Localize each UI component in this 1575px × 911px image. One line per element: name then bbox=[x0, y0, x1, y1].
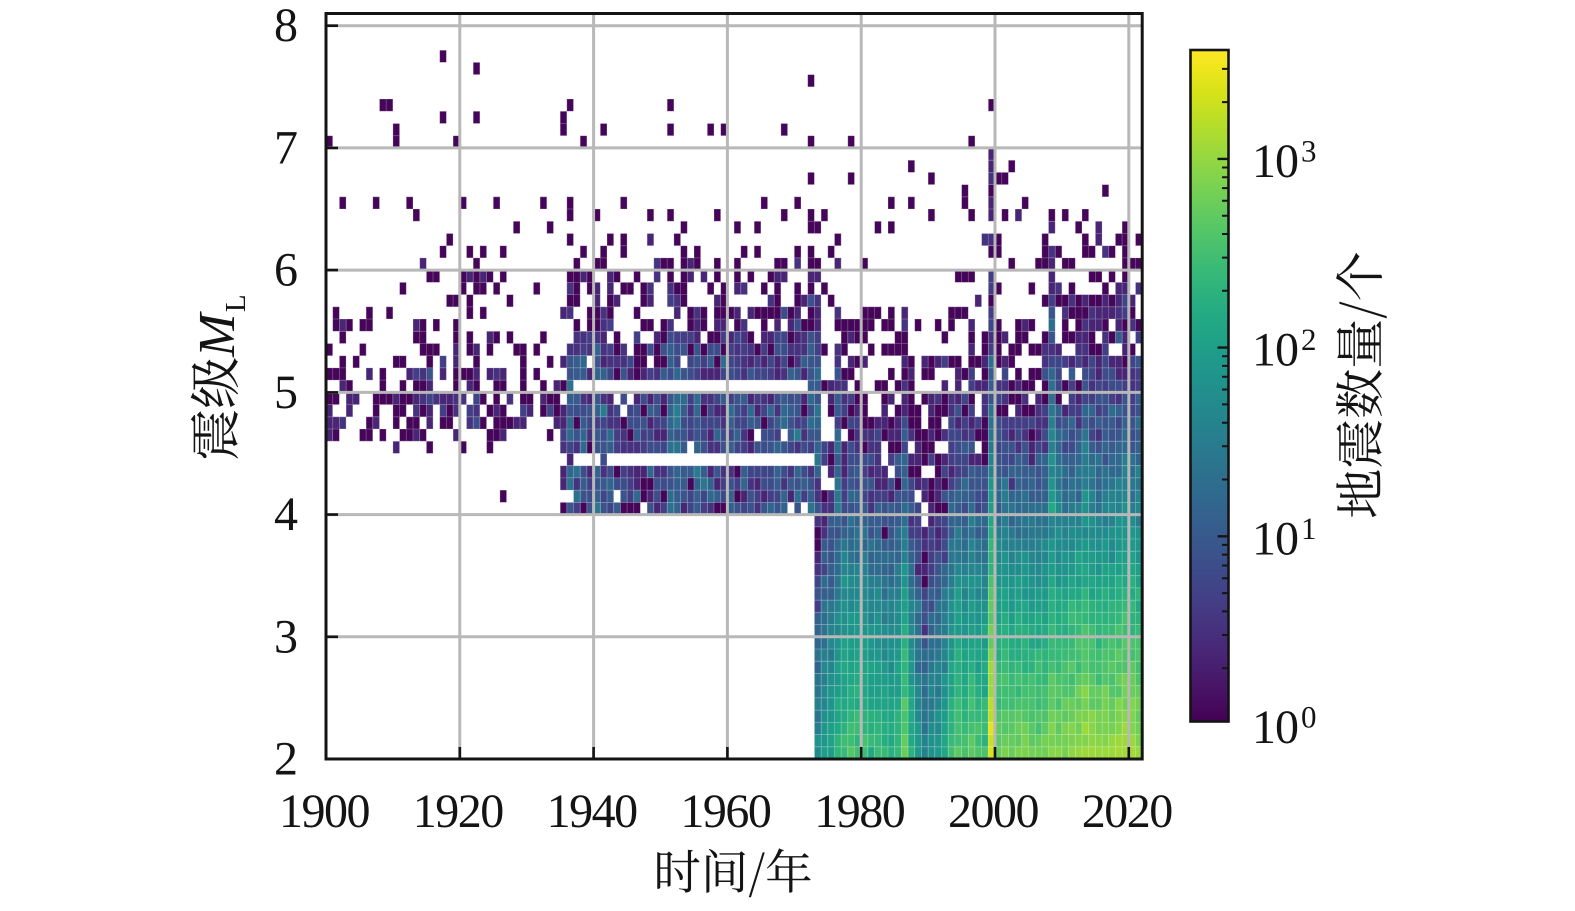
svg-text:1980: 1980 bbox=[814, 785, 905, 838]
svg-text:2: 2 bbox=[274, 733, 298, 786]
svg-text:7: 7 bbox=[274, 121, 298, 174]
svg-text:1920: 1920 bbox=[413, 785, 504, 838]
svg-text:8: 8 bbox=[274, 0, 298, 52]
svg-text:0: 0 bbox=[1301, 700, 1317, 735]
svg-text:2000: 2000 bbox=[948, 785, 1039, 838]
svg-text:1940: 1940 bbox=[547, 785, 638, 838]
svg-text:2: 2 bbox=[1301, 322, 1317, 357]
svg-text:10: 10 bbox=[1252, 135, 1298, 188]
svg-text:6: 6 bbox=[274, 244, 298, 297]
svg-text:2020: 2020 bbox=[1082, 785, 1173, 838]
svg-text:3: 3 bbox=[1301, 133, 1317, 168]
svg-text:10: 10 bbox=[1252, 701, 1298, 754]
svg-text:M: M bbox=[189, 311, 246, 358]
svg-text:L: L bbox=[220, 294, 252, 312]
svg-text:10: 10 bbox=[1252, 324, 1298, 377]
svg-text:1: 1 bbox=[1301, 511, 1317, 546]
svg-text:1960: 1960 bbox=[680, 785, 771, 838]
svg-text:1900: 1900 bbox=[279, 785, 370, 838]
svg-text:4: 4 bbox=[274, 488, 298, 541]
svg-text:10: 10 bbox=[1252, 512, 1298, 565]
svg-text:5: 5 bbox=[274, 366, 298, 419]
svg-text:3: 3 bbox=[274, 610, 298, 663]
